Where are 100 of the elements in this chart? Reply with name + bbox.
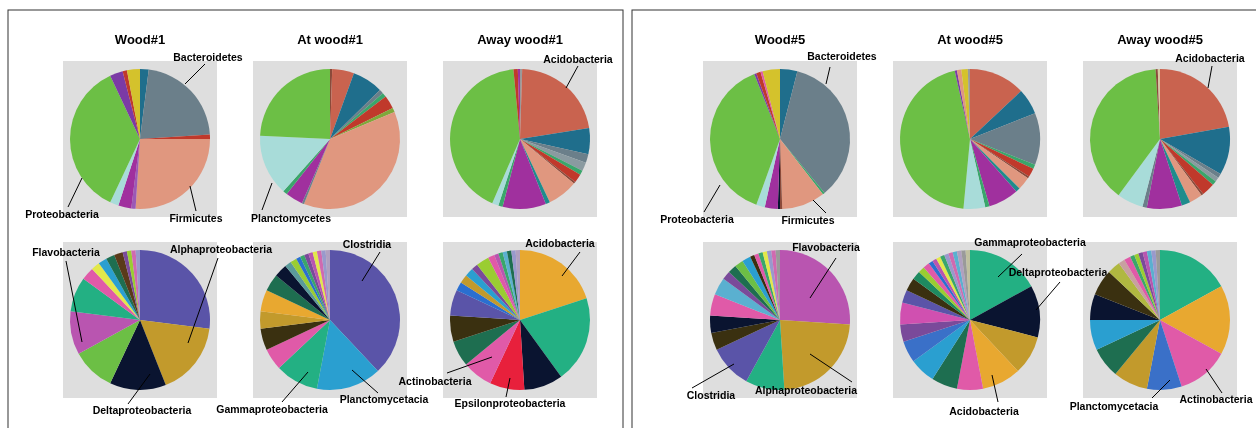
pie-slice: [913, 320, 970, 380]
pie-slice: [520, 128, 590, 155]
pie-slice: [970, 139, 1020, 192]
chart-title: Wood#1: [114, 32, 166, 47]
pie-slice: [492, 139, 520, 206]
pie-slice: [970, 139, 1028, 189]
slice-label: Gammaproteobacteria: [216, 403, 328, 415]
pie-slice: [780, 69, 798, 139]
pie-slice: [520, 139, 550, 205]
pie-slice: [766, 250, 780, 320]
pie-slice: [520, 139, 574, 203]
slice-label: Planctomycetacia: [339, 393, 429, 405]
pie-slice: [1146, 320, 1182, 390]
slice-label: Bacteroidetes: [807, 50, 877, 62]
pie-slice: [98, 258, 140, 320]
pie-slice: [450, 69, 520, 204]
pie-slice: [963, 139, 986, 209]
pie-slice: [780, 139, 823, 209]
pie-slice: [477, 257, 520, 320]
pie-slice: [762, 251, 780, 320]
slice-label: Deltaproteobacteria: [92, 404, 192, 416]
pie-slice: [276, 266, 330, 320]
chart-title: Away wood#5: [1117, 32, 1203, 47]
pie-slice: [735, 260, 780, 320]
pie-slice: [260, 135, 330, 192]
pie-slice: [316, 320, 378, 390]
slice-label: Actinobacteria: [398, 375, 472, 387]
pie-slice: [970, 139, 1036, 169]
pie-slice: [110, 320, 166, 390]
pie-slice: [122, 70, 140, 139]
pie-slice: [970, 286, 1040, 338]
slice-label: Bacteroidetes: [173, 51, 243, 63]
slice-label: Gammaproteobacteria: [974, 236, 1086, 248]
pie-slice: [466, 268, 520, 320]
pie-slice: [260, 69, 330, 139]
pie-slice: [520, 139, 589, 163]
pie-slice: [110, 139, 140, 206]
pie-slice: [900, 70, 970, 209]
pie-slice: [106, 254, 140, 320]
pie-slice: [728, 266, 780, 320]
pie-slice: [301, 139, 330, 204]
slice-label: Alphaproteobacteria: [169, 243, 273, 255]
pie-slice: [900, 302, 970, 325]
pie-slice: [70, 278, 140, 320]
pie-slice: [488, 254, 520, 320]
pie-slice: [126, 69, 140, 139]
pie-slice: [278, 320, 330, 389]
pie-slice: [780, 250, 850, 325]
pie-slice: [710, 73, 780, 205]
pie-slice: [716, 320, 780, 382]
pie-slice: [70, 75, 140, 203]
pie-slice: [1090, 320, 1160, 350]
pie-slice: [126, 250, 140, 320]
pie-slice: [502, 251, 520, 320]
pie-slice: [903, 320, 970, 362]
pie-slice: [330, 69, 354, 139]
pie-slice: [286, 139, 330, 204]
pie-slice: [490, 320, 525, 390]
pie-slice: [764, 139, 780, 209]
slice-label: Firmicutes: [781, 214, 835, 226]
pie-slice: [970, 91, 1036, 139]
pie-slice: [956, 250, 970, 320]
pie-slice: [520, 298, 590, 377]
pie-slice: [1146, 250, 1160, 320]
pie-slice: [140, 69, 210, 139]
pie-slice: [906, 278, 970, 320]
pie-slice: [122, 251, 140, 320]
pie-slice: [520, 69, 590, 139]
pie-slice: [330, 107, 395, 139]
pie-slice: [1160, 320, 1222, 387]
slice-label: Planctomycetes: [251, 212, 332, 224]
pie-slice: [970, 113, 1040, 165]
slice-label: Proteobacteria: [660, 213, 734, 225]
pie-slice: [450, 290, 520, 320]
pie-slice: [460, 275, 520, 320]
slice-label: Acidobacteria: [949, 405, 1019, 417]
pie-slice: [756, 139, 780, 208]
pie-slice: [316, 250, 330, 320]
slice-label: Actinobacteria: [1179, 393, 1253, 405]
pie-slice: [83, 268, 140, 320]
pie-slice: [114, 252, 140, 320]
slice-label: Acidobacteria: [525, 237, 595, 249]
pie-slice: [780, 71, 850, 193]
pie-slice: [710, 294, 780, 320]
pie-slice: [970, 320, 1038, 372]
pie-slice: [502, 139, 546, 209]
pie-slice: [932, 320, 970, 389]
pie-slice: [1160, 286, 1230, 354]
pie-slice: [900, 320, 970, 342]
pie-slice: [742, 256, 780, 320]
pie-slice: [970, 320, 1018, 389]
pie-slice: [266, 320, 330, 368]
pie-slice: [1108, 263, 1160, 320]
slice-label: Flavobacteria: [32, 246, 101, 258]
pie-slice: [266, 275, 330, 320]
pie-slice: [260, 320, 330, 350]
pie-slice: [1115, 320, 1160, 389]
slice-label: Clostridia: [342, 238, 392, 250]
pie-slice: [110, 71, 140, 139]
slice-label: Epsilonproteobacteria: [454, 397, 566, 409]
